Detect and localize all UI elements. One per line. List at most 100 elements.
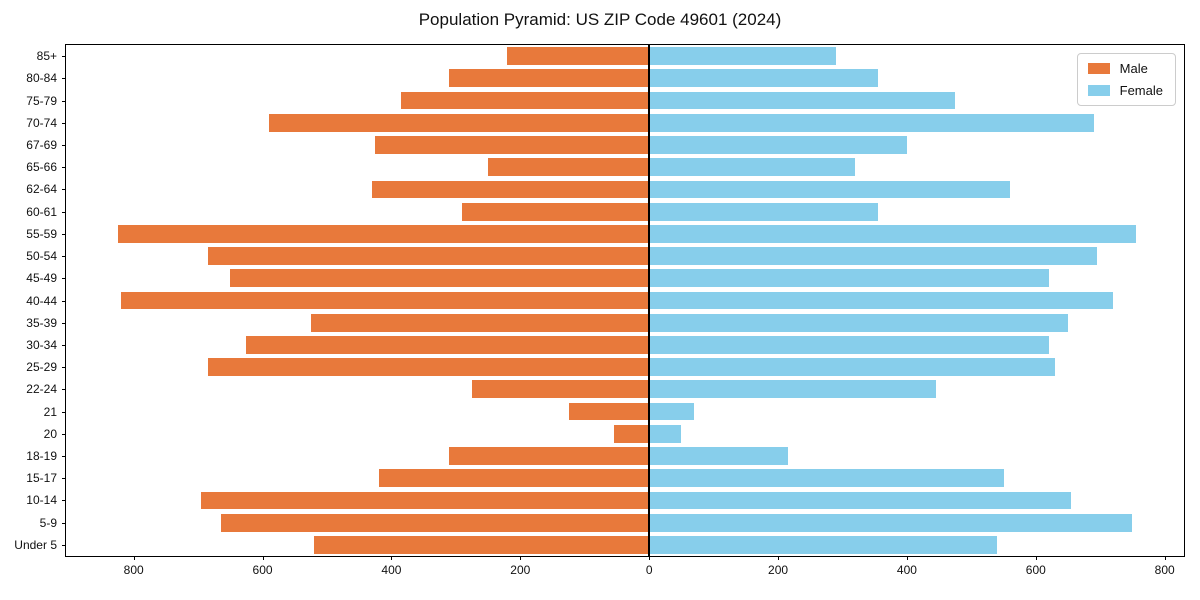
y-tick-label: 65-66	[26, 160, 57, 175]
female-bar	[649, 536, 998, 554]
legend-male-label: Male	[1119, 61, 1148, 76]
y-tick-label: 85+	[36, 49, 57, 64]
x-tick-label: 400	[896, 563, 917, 577]
y-tick-mark	[62, 233, 66, 235]
female-bar	[649, 491, 1072, 510]
female-bar	[649, 269, 1049, 288]
x-tick-mark	[778, 556, 780, 560]
y-tick-label: 67-69	[26, 137, 57, 152]
y-tick-label: 5-9	[39, 515, 57, 530]
y-tick-mark	[62, 122, 66, 124]
x-tick-mark	[262, 556, 264, 560]
male-bar	[449, 447, 650, 465]
female-bar	[649, 180, 1010, 199]
y-tick-mark	[62, 256, 66, 258]
male-bar	[207, 358, 650, 377]
y-tick-label: 60-61	[26, 204, 57, 219]
y-tick-label: 40-44	[26, 293, 57, 308]
x-tick-mark	[133, 556, 135, 560]
y-tick-label: 21	[43, 404, 57, 419]
x-tick-mark	[1164, 556, 1166, 560]
y-tick-mark	[62, 522, 66, 524]
y-tick-label: 18-19	[26, 449, 57, 464]
y-tick-mark	[62, 433, 66, 435]
female-bar	[649, 47, 837, 65]
female-bar	[649, 113, 1094, 132]
y-tick-label: 45-49	[26, 271, 57, 286]
legend-female-label: Female	[1119, 83, 1163, 98]
y-tick-mark	[62, 478, 66, 480]
male-bar	[220, 513, 650, 532]
male-bar	[471, 380, 650, 399]
y-tick-mark	[62, 56, 66, 58]
y-tick-label: Under 5	[14, 537, 57, 552]
female-bar	[649, 469, 1004, 488]
x-tick-label: 800	[123, 563, 144, 577]
male-bar	[372, 180, 650, 199]
y-tick-mark	[62, 367, 66, 369]
x-tick-mark	[391, 556, 393, 560]
x-tick-label: 200	[510, 563, 531, 577]
y-tick-mark	[62, 389, 66, 391]
y-tick-mark	[62, 144, 66, 146]
y-tick-label: 15-17	[26, 471, 57, 486]
male-bar	[613, 424, 650, 443]
male-swatch-icon	[1087, 63, 1110, 74]
male-bar	[230, 269, 650, 288]
female-bar	[649, 402, 695, 421]
legend-item-female: Female	[1087, 83, 1163, 98]
x-tick-label: 600	[1025, 563, 1046, 577]
y-tick-mark	[62, 167, 66, 169]
y-tick-label: 10-14	[26, 493, 57, 508]
plot-area: Male Female 85+ 80-84 75-79 70-74 67-69 65-66…	[14, 44, 1185, 577]
female-bar	[649, 313, 1068, 332]
x-tick-mark	[649, 556, 651, 560]
y-tick-mark	[62, 78, 66, 80]
female-bar	[649, 358, 1056, 377]
y-tick-label: 70-74	[26, 115, 57, 130]
female-bar	[649, 513, 1133, 532]
male-bar	[246, 336, 650, 354]
x-tick-label: 0	[645, 563, 653, 577]
female-bar	[649, 380, 936, 399]
y-tick-mark	[62, 544, 66, 546]
y-tick-mark	[62, 300, 66, 302]
x-tick-label: 800	[1154, 563, 1175, 577]
male-bar	[117, 224, 650, 243]
male-bar	[310, 313, 650, 332]
y-tick-label: 20	[43, 426, 57, 441]
zero-axis-line	[648, 45, 651, 556]
chart-title: Population Pyramid: US ZIP Code 49601 (2…	[418, 10, 782, 29]
y-tick-mark	[62, 278, 66, 280]
x-tick-label: 600	[252, 563, 273, 577]
y-tick-label: 35-39	[26, 315, 57, 330]
male-bar	[375, 136, 650, 154]
y-tick-label: 50-54	[26, 249, 57, 264]
female-bar	[649, 158, 856, 177]
y-tick-label: 30-34	[26, 337, 57, 352]
male-bar	[462, 202, 650, 221]
y-tick-label: 22-24	[26, 382, 57, 397]
female-bar	[649, 202, 878, 221]
y-tick-mark	[62, 322, 66, 324]
y-tick-mark	[62, 211, 66, 213]
male-bar	[207, 247, 650, 265]
y-tick-mark	[62, 500, 66, 502]
male-bar	[488, 158, 650, 177]
y-tick-mark	[62, 411, 66, 413]
male-bar	[378, 469, 650, 488]
x-tick-mark	[1035, 556, 1037, 560]
y-tick-label: 25-29	[26, 360, 57, 375]
male-bar	[314, 536, 650, 554]
y-tick-mark	[62, 100, 66, 102]
male-bar	[120, 291, 650, 310]
female-bar	[649, 136, 907, 154]
female-bar	[649, 91, 956, 110]
y-tick-label: 55-59	[26, 226, 57, 241]
female-swatch-icon	[1087, 85, 1110, 96]
x-tick-mark	[520, 556, 522, 560]
male-bar	[401, 91, 650, 110]
y-tick-label: 80-84	[26, 71, 57, 86]
y-tick-mark	[62, 189, 66, 191]
